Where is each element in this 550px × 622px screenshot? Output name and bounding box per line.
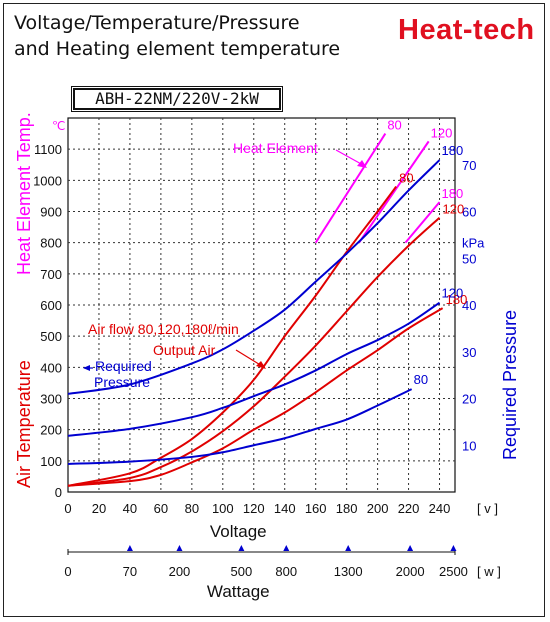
series-line-output_air-80 [67,185,397,487]
wattage-tick-marker [345,545,352,551]
series-line-heat_element-80 [314,133,387,244]
series-line-pressure-80 [67,388,413,465]
right-tick-label: 50 [462,251,476,266]
annotation-air-flow: Air flow 80,120,180ℓ/min [88,321,239,337]
right-axis-unit: kPa [462,236,485,251]
wattage-tick-marker [176,545,183,551]
y-tick-label: 900 [40,205,62,220]
y-tick-label: 600 [40,298,62,313]
wattage-tick-label: 500 [231,564,253,579]
wattage-axis-unit: [ w ] [477,564,501,579]
left-axis-label-bottom: Air Temperature [14,360,34,488]
model-label: ABH-22NM/220V-2kW [73,88,281,110]
y-axis-unit: ℃ [52,119,65,133]
annotation-heat-element: Heat Element [233,140,318,156]
wattage-tick-label: 800 [275,564,297,579]
series-label-heat_element-80: 80 [387,118,401,133]
right-tick-label: 60 [462,205,476,220]
right-tick-label: 20 [462,392,476,407]
x-tick-label: 240 [429,501,451,516]
x-tick-label: 40 [123,501,137,516]
x-tick-label: 20 [92,501,106,516]
x-tick-label: 220 [398,501,420,516]
x-tick-label: 120 [243,501,265,516]
wattage-tick-marker [126,545,133,551]
wattage-tick-label: 2000 [396,564,425,579]
series-line-output_air-180 [67,307,444,487]
annotation-output-air: Output Air [153,342,216,358]
series-label-output_air-180: 180 [446,292,468,307]
series-line-heat_element-180 [404,201,441,244]
series-line-pressure-180 [67,159,441,395]
y-tick-label: 500 [40,329,62,344]
annotation-required: Required [95,358,152,374]
x-tick-label: 100 [212,501,234,516]
chart-frame [3,3,545,617]
chart-title-line-1: Voltage∕Temperature∕Pressure [14,12,300,34]
wattage-tick-label: 0 [64,564,71,579]
y-tick-label: 200 [40,423,62,438]
series-label-output_air-80: 80 [399,171,413,186]
chart-title-line-2: and Heating element temperature [14,38,341,60]
x-tick-label: 140 [274,501,296,516]
series-label-output_air-120: 120 [443,202,465,217]
x-tick-label: 160 [305,501,327,516]
x-tick-label: 80 [185,501,199,516]
series-line-output_air-120 [67,216,441,487]
y-tick-label: 800 [40,236,62,251]
series-label-heat_element-180: 180 [442,186,464,201]
wattage-tick-label: 1300 [334,564,363,579]
right-tick-label: 10 [462,438,476,453]
plot-area-border [67,117,456,493]
wattage-tick-label: 2500 [439,564,468,579]
x-axis-label: Voltage [210,522,267,541]
wattage-tick-marker [450,545,457,551]
x-tick-label: 0 [64,501,71,516]
x-tick-label: 60 [154,501,168,516]
right-tick-label: 40 [462,298,476,313]
wattage-tick-label: 70 [123,564,137,579]
left-axis-label-top: Heat Element Temp. [14,112,34,275]
wattage-tick-marker [407,545,414,551]
series-line-pressure-120 [67,301,441,437]
x-tick-label: 180 [336,501,358,516]
series-label-pressure-120: 120 [442,286,464,301]
right-axis-label: Required Pressure [500,310,520,460]
annotation-heat-element-leader [335,149,364,166]
y-tick-label: 700 [40,267,62,282]
annotation-output-air-arrowhead [256,361,266,369]
right-tick-label: 30 [462,345,476,360]
annotation-pressure: Pressure [94,374,150,390]
wattage-tick-label: 200 [169,564,191,579]
y-tick-label: 0 [55,485,62,500]
series-label-heat_element-120: 120 [431,125,453,140]
x-tick-label: 200 [367,501,389,516]
y-tick-label: 100 [40,454,62,469]
annotation-output-air-leader [235,349,263,367]
x-axis-unit: [ v ] [477,501,498,516]
annotation-required-arrowhead [83,365,90,371]
annotation-heat-element-arrowhead [357,160,367,168]
right-tick-label: 70 [462,158,476,173]
wattage-tick-marker [238,545,245,551]
series-line-heat_element-120 [358,140,430,244]
y-tick-label: 1000 [33,173,62,188]
wattage-tick-marker [283,545,290,551]
brand-logo: Heat-tech [398,14,535,46]
wattage-axis-label: Wattage [207,582,270,601]
y-tick-label: 400 [40,360,62,375]
y-tick-label: 1100 [34,142,62,157]
y-tick-label: 300 [40,392,62,407]
series-label-pressure-180: 180 [442,143,464,158]
series-label-pressure-80: 80 [414,372,428,387]
